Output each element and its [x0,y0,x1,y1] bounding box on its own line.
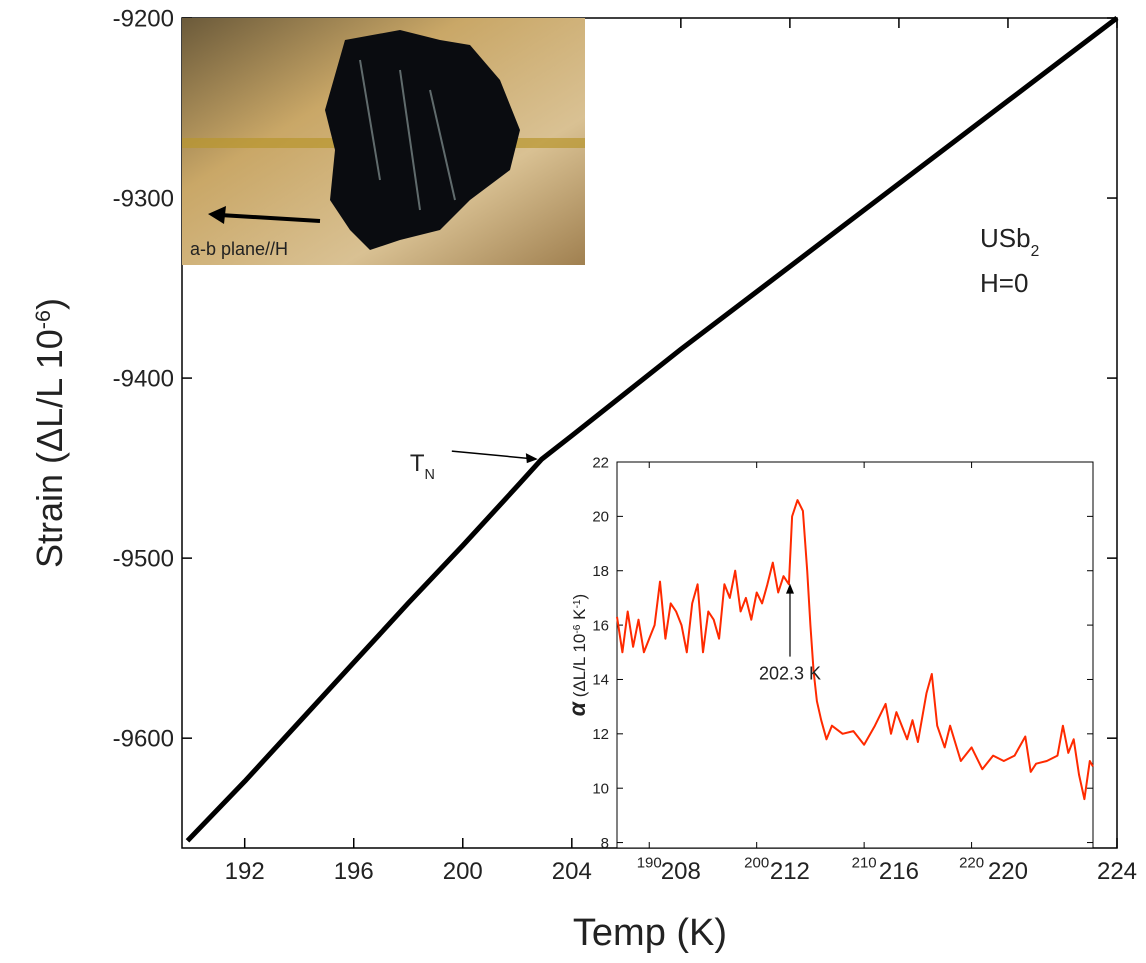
photo-label: a-b plane//H [190,239,288,259]
text-part: Strain (ΔL/L 10 [29,329,70,568]
annotation-arrow-head [525,453,538,464]
text-part: -1 [572,599,583,608]
y-tick-label: -9200 [113,5,174,32]
text-part: -6 [572,624,583,633]
text-part: 202.3 K [759,664,821,684]
text-part: 2 [1031,243,1040,260]
text-part: ) [570,594,589,600]
plot-frame [616,461,1094,849]
y-tick-label: -9300 [113,185,174,212]
y-tick-label: -9500 [113,546,174,573]
x-tick-label: 220 [988,858,1028,885]
x-axis-label: Temp (K) [573,912,727,954]
y-tick-label: 10 [592,780,609,797]
x-tick-label: 216 [879,858,919,885]
x-tick-label: 200 [744,855,769,872]
y-tick-label: 18 [592,563,609,580]
photo-arrow-head [208,206,226,224]
rich-text: USb2 [980,223,1039,260]
text-part: T [410,450,425,477]
annotation-arrow-head [785,583,794,594]
photo-crystal [325,30,520,250]
y-tick-label: 12 [592,726,609,743]
photo-streaks [359,59,456,211]
x-tick-label: 208 [661,858,701,885]
x-tick-label: 224 [1097,858,1137,885]
text-part: -6 [30,310,55,329]
y-tick-label: -9400 [113,365,174,392]
photo-arrow [219,213,321,223]
rich-text: TN [410,450,435,483]
y-tick-label: 20 [592,509,609,526]
x-tick-label: 200 [443,858,483,885]
y-tick-label: -9600 [113,726,174,753]
annotation-arrow [451,450,536,460]
y-tick-label: 8 [601,835,609,852]
x-tick-label: 196 [334,858,374,885]
x-tick-label: 220 [959,855,984,872]
text-part: K [570,608,589,625]
x-tick-label: 192 [225,858,265,885]
text-part: USb [980,223,1031,253]
text-part: ) [29,298,70,310]
inset-photo: a-b plane//H [182,18,585,265]
rich-text: H=0 [980,268,1028,298]
x-tick-label: 210 [852,855,877,872]
text-part: α [564,700,590,716]
x-tick-label: 204 [552,858,592,885]
y-tick-label: 16 [592,617,609,634]
x-tick-label: 190 [637,855,662,872]
rich-text: α (ΔL/L 10-6 K-1) [564,594,590,716]
y-tick-label: 14 [592,672,609,689]
y-tick-label: 22 [592,454,609,471]
rich-text: Strain (ΔL/L 10-6) [29,298,70,568]
text-part: N [424,467,434,483]
text-part: H=0 [980,268,1028,298]
data-line [185,16,1119,843]
data-line [616,499,1094,801]
rich-text: 202.3 K [759,664,821,684]
x-tick-label: 212 [770,858,810,885]
text-part: (ΔL/L 10 [570,634,589,702]
